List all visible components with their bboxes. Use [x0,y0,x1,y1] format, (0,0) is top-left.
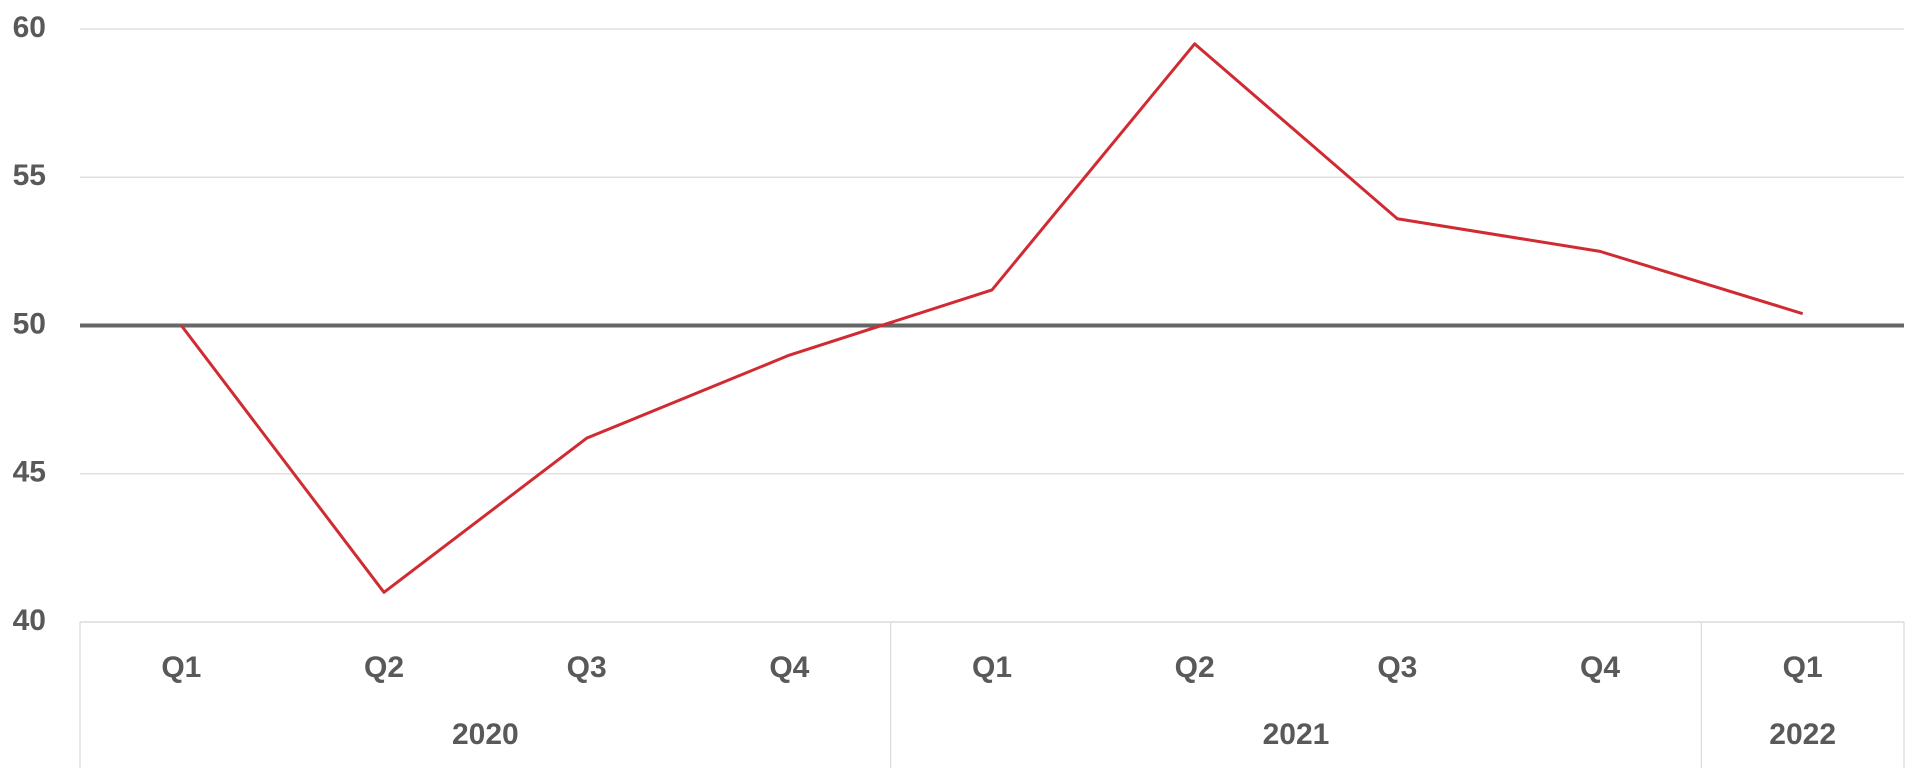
group-label: 2020 [452,718,519,751]
y-tick-label: 55 [13,159,46,192]
group-label: 2021 [1263,718,1330,751]
x-tick-label: Q1 [972,651,1012,684]
x-tick-label: Q4 [1580,651,1620,684]
group-label: 2022 [1769,718,1836,751]
x-tick-label: Q1 [161,651,201,684]
x-tick-label: Q1 [1783,651,1823,684]
x-tick-label: Q3 [1377,651,1417,684]
y-tick-label: 60 [13,11,46,44]
x-tick-label: Q2 [1175,651,1215,684]
data-line [180,42,1804,594]
y-tick-label: 45 [13,456,46,489]
y-tick-label: 40 [13,604,46,637]
x-tick-label: Q3 [567,651,607,684]
y-tick-label: 50 [13,307,46,340]
x-tick-label: Q2 [364,651,404,684]
x-tick-label: Q4 [769,651,809,684]
